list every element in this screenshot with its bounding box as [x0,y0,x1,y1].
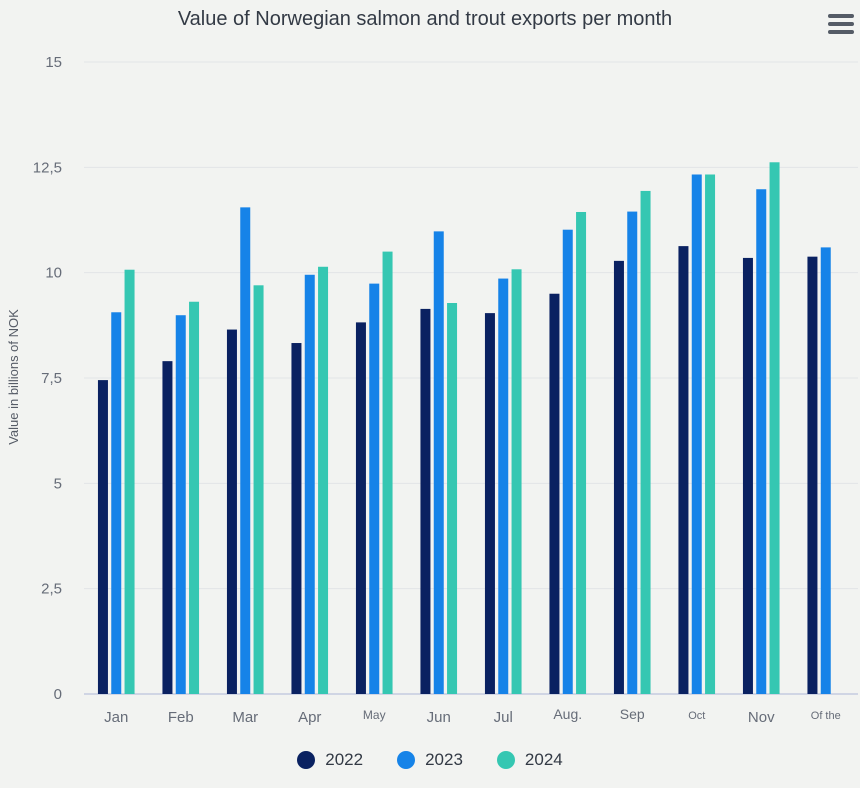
y-tick-label: 10 [45,265,62,282]
bar-2024-jan[interactable] [124,269,135,694]
bar-2022-apr[interactable] [291,343,302,694]
bar-2023-mar[interactable] [240,207,251,695]
legend-swatch-2022 [297,751,316,769]
bar-2023-feb[interactable] [175,315,186,694]
bar-2024-jun[interactable] [447,303,458,694]
bar-2023-oct[interactable] [691,174,702,695]
bar-2023-ofthe[interactable] [820,247,831,695]
bar-2024-apr[interactable] [318,266,329,694]
x-tick-label: Jan [104,709,128,726]
x-tick-label: May [363,708,386,722]
bar-2023-may[interactable] [369,283,380,694]
bar-2023-sep[interactable] [627,211,638,694]
bar-2024-feb[interactable] [189,301,200,694]
bar-2023-jul[interactable] [498,278,509,694]
legend-swatch-2023 [397,751,416,769]
hamburger-menu-icon[interactable] [828,14,854,36]
x-tick-label: Aug. [553,706,582,722]
chart-plot-area: 0 2,5 5 7,5 10 12,5 15 Jan Feb Mar Apr May Jun Jul Au… [6,54,858,726]
legend-item-2022[interactable]: 2022 [297,750,363,770]
bar-2024-mar[interactable] [253,285,264,694]
bar-2022-jul[interactable] [484,313,495,694]
bar-2023-jun[interactable] [433,231,444,694]
x-tick-label: Apr [298,709,321,726]
bar-2022-aug[interactable] [549,293,560,694]
y-tick-label: 2,5 [41,581,62,598]
bar-2024-nov[interactable] [769,162,780,694]
bar-2023-nov[interactable] [756,189,767,694]
bar-2022-oct[interactable] [678,246,689,694]
bar-2024-aug[interactable] [576,211,587,694]
bar-2024-sep[interactable] [640,190,651,695]
bar-2023-jan[interactable] [111,312,122,694]
x-tick-label: Sep [620,706,645,722]
bar-2022-sep[interactable] [613,260,624,694]
legend-label-2022: 2022 [325,750,364,769]
legend-label-2023: 2023 [425,750,463,769]
x-tick-label: Feb [168,709,194,726]
y-tick-label: 7,5 [41,370,62,387]
x-tick-label: Oct [688,710,705,722]
y-axis-title: Value in billions of NOK [6,309,21,445]
bars [97,162,831,695]
x-axis: Jan Feb Mar Apr May Jun Jul Aug. Sep Oct Nov Of the [104,706,841,726]
bar-2022-jan[interactable] [97,380,108,694]
y-tick-label: 0 [54,686,62,703]
gridlines [84,61,858,695]
bar-2022-nov[interactable] [742,257,753,694]
legend-item-2024[interactable]: 2024 [496,750,563,770]
bar-2022-ofthe[interactable] [807,256,818,694]
x-tick-label: Of the [811,710,841,722]
y-tick-label: 15 [45,54,62,71]
bar-2023-apr[interactable] [304,274,315,694]
bar-2022-jun[interactable] [420,308,431,694]
x-tick-label: Nov [748,709,775,726]
bar-2022-feb[interactable] [162,361,173,694]
legend-item-2023[interactable]: 2023 [397,750,463,770]
bar-2024-jul[interactable] [511,269,522,694]
bar-2024-may[interactable] [382,251,393,694]
x-tick-label: Jul [494,709,513,726]
bar-2022-may[interactable] [355,322,366,694]
legend-swatch-2024 [496,751,515,769]
bar-2022-mar[interactable] [226,329,237,694]
x-tick-label: Jun [427,709,451,726]
legend-label-2024: 2024 [524,750,563,769]
y-tick-label: 5 [54,475,62,492]
y-tick-label: 12,5 [33,159,62,176]
y-axis: 0 2,5 5 7,5 10 12,5 15 [33,54,62,703]
chart-title: Value of Norwegian salmon and trout expo… [177,8,673,30]
x-tick-label: Mar [232,709,258,726]
bar-2023-aug[interactable] [562,229,573,694]
bar-2024-oct[interactable] [705,174,716,695]
legend: 2022 2023 2024 [0,750,860,770]
